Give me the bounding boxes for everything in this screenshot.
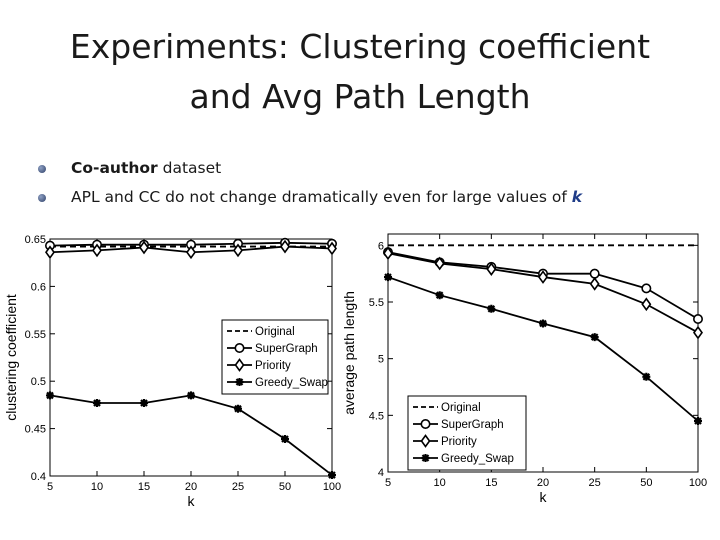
bullet-1-bold: Co-author (71, 159, 158, 177)
clustering-coefficient-chart: 0.4 0.45 0.5 0.55 0.6 0.65 5 10 15 20 25 50 100 k clus… (3, 234, 341, 509)
legend-label-greedy-swap: Greedy_Swap (441, 453, 514, 465)
data-point-priority (641, 297, 652, 312)
bullet-1-rest: dataset (157, 159, 222, 177)
data-point-priority (92, 243, 102, 258)
data-point-greedy-swap (46, 391, 54, 400)
data-point-greedy-swap (140, 399, 148, 408)
series-priority (383, 246, 703, 340)
legend: Original SuperGraph Priority Greedy_Swap (221, 319, 329, 395)
y-tick-label: 0.55 (25, 329, 46, 341)
legend-marker-greedy-swap (421, 454, 430, 462)
x-tick-label: 5 (385, 477, 391, 489)
legend-marker-priority (234, 358, 245, 372)
series-greedy-swap (46, 391, 336, 480)
legend-label-original: Original (441, 402, 481, 414)
data-point-priority (327, 241, 337, 256)
x-tick-label: 5 (47, 481, 53, 493)
legend-label-priority: Priority (255, 360, 291, 372)
title-line-2: and Avg Path Length (189, 77, 531, 116)
data-point-greedy-swap (642, 372, 651, 381)
bullet-dot-icon (38, 165, 46, 173)
y-axis-label: clustering coefficient (3, 294, 19, 421)
series-greedy-swap (384, 273, 702, 425)
data-point-priority (434, 256, 445, 271)
data-point-greedy-swap (187, 391, 195, 400)
title-line-1: Experiments: Clustering coefficient (69, 27, 651, 66)
data-point-greedy-swap (694, 417, 702, 425)
y-tick-label: 4.5 (369, 410, 384, 422)
y-tick-label: 6 (378, 240, 384, 252)
x-tick-label: 25 (232, 481, 244, 493)
slide-title: Experiments: Clustering coefficient and … (0, 22, 720, 122)
data-point-greedy-swap (384, 273, 392, 282)
data-point-greedy-swap (435, 291, 444, 300)
x-tick-label: 100 (323, 481, 341, 493)
data-point-priority (139, 240, 149, 255)
y-tick-label: 0.6 (31, 281, 46, 293)
y-tick-label: 5.5 (369, 297, 384, 309)
bullet-item-observation: APL and CC do not change dramatically ev… (38, 183, 582, 212)
data-point-priority (538, 270, 548, 284)
legend-marker-supergraph (234, 343, 245, 354)
data-point-priority (693, 325, 703, 340)
bullet-2-k: k (571, 188, 583, 206)
y-tick-label: 0.45 (25, 424, 46, 436)
legend-label-greedy-swap: Greedy_Swap (255, 377, 328, 389)
x-tick-label: 10 (434, 477, 446, 489)
data-point-priority (486, 262, 497, 276)
y-tick-label: 5 (378, 354, 384, 366)
bullet-list: Co-author dataset APL and CC do not chan… (38, 154, 582, 212)
data-point-greedy-swap (281, 435, 289, 444)
data-point-greedy-swap (93, 399, 101, 408)
data-point-priority (589, 277, 600, 291)
y-tick-label: 0.4 (31, 471, 46, 483)
x-tick-label: 10 (91, 481, 103, 493)
x-tick-label: 15 (485, 477, 497, 489)
legend-label-supergraph: SuperGraph (255, 343, 318, 355)
y-tick-label: 4 (378, 467, 384, 479)
data-point-priority (280, 239, 290, 254)
legend-label-supergraph: SuperGraph (441, 419, 504, 431)
x-axis-label: k (188, 493, 196, 509)
legend-marker-priority (420, 434, 431, 448)
legend-marker-supergraph (420, 419, 431, 430)
data-point-priority (383, 246, 393, 261)
legend-label-priority: Priority (441, 436, 477, 448)
data-point-priority (45, 245, 55, 260)
legend-marker-greedy-swap (235, 378, 244, 386)
data-point-supergraph (589, 268, 600, 279)
x-tick-label: 50 (279, 481, 291, 493)
series-priority (45, 239, 337, 260)
average-path-length-chart: 4 4.5 5 5.5 6 5 10 15 20 25 50 100 k average path len… (341, 233, 707, 505)
x-tick-label: 20 (537, 477, 549, 489)
data-point-supergraph (692, 314, 703, 325)
data-point-greedy-swap (590, 333, 599, 342)
data-point-priority (186, 245, 196, 260)
data-point-greedy-swap (234, 404, 242, 413)
x-tick-label: 100 (689, 477, 707, 489)
x-tick-label: 25 (589, 477, 601, 489)
bullet-item-dataset: Co-author dataset (38, 154, 582, 183)
y-tick-label: 0.65 (25, 234, 46, 246)
data-point-greedy-swap (539, 319, 547, 328)
y-axis-label: average path length (341, 291, 357, 415)
legend: Original SuperGraph Priority Greedy_Swap (407, 395, 527, 471)
x-tick-label: 50 (640, 477, 652, 489)
bullet-dot-icon (38, 194, 46, 202)
x-tick-label: 15 (138, 481, 150, 493)
x-tick-label: 20 (185, 481, 197, 493)
legend-label-original: Original (255, 326, 295, 338)
data-point-supergraph (641, 283, 652, 294)
data-point-priority (233, 243, 243, 258)
y-tick-label: 0.5 (31, 376, 46, 388)
x-axis-label: k (540, 489, 548, 505)
data-point-greedy-swap (328, 471, 336, 480)
bullet-2-text: APL and CC do not change dramatically ev… (71, 188, 572, 206)
data-point-greedy-swap (487, 304, 496, 313)
